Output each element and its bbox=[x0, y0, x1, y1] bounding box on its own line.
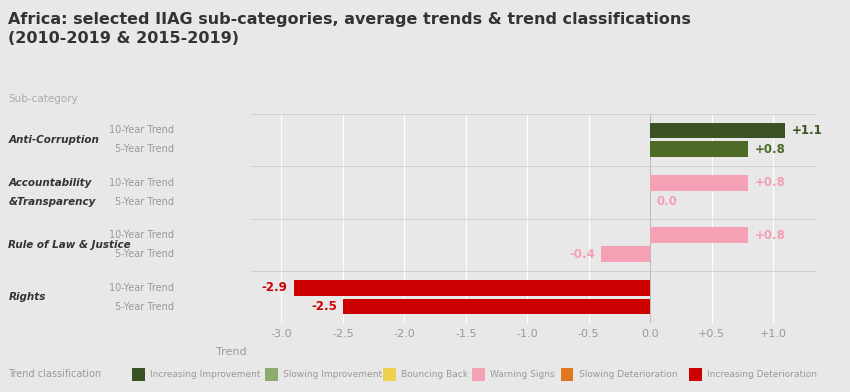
Text: -0.4: -0.4 bbox=[569, 248, 595, 261]
Text: 5-Year Trend: 5-Year Trend bbox=[116, 249, 174, 259]
Text: +1.1: +1.1 bbox=[791, 124, 822, 137]
Text: -2.9: -2.9 bbox=[262, 281, 287, 294]
Text: Slowing Improvement: Slowing Improvement bbox=[283, 370, 382, 379]
Text: 5-Year Trend: 5-Year Trend bbox=[116, 301, 174, 312]
Text: Trend: Trend bbox=[216, 347, 246, 357]
Text: Anti-Corruption: Anti-Corruption bbox=[8, 135, 99, 145]
Text: Rights: Rights bbox=[8, 292, 46, 302]
Text: Rule of Law & Justice: Rule of Law & Justice bbox=[8, 240, 131, 250]
Text: Bouncing Back: Bouncing Back bbox=[401, 370, 468, 379]
Text: 10-Year Trend: 10-Year Trend bbox=[110, 230, 174, 240]
Text: Warning Signs: Warning Signs bbox=[490, 370, 554, 379]
Bar bbox=[650, 227, 748, 243]
Text: Africa: selected IIAG sub-categories, average trends & trend classifications
(20: Africa: selected IIAG sub-categories, av… bbox=[8, 12, 691, 46]
Text: &Transparency: &Transparency bbox=[8, 197, 96, 207]
Text: Sub-category: Sub-category bbox=[8, 94, 78, 104]
Bar bbox=[343, 299, 650, 314]
Text: 10-Year Trend: 10-Year Trend bbox=[110, 283, 174, 293]
Text: 5-Year Trend: 5-Year Trend bbox=[116, 144, 174, 154]
Text: Increasing Improvement: Increasing Improvement bbox=[150, 370, 260, 379]
Text: Increasing Deterioration: Increasing Deterioration bbox=[706, 370, 817, 379]
Text: 5-Year Trend: 5-Year Trend bbox=[116, 197, 174, 207]
Text: Accountability: Accountability bbox=[8, 178, 92, 188]
Bar bbox=[650, 142, 748, 157]
Text: Trend classification: Trend classification bbox=[8, 369, 102, 379]
Text: +0.8: +0.8 bbox=[755, 176, 785, 189]
Text: 0.0: 0.0 bbox=[656, 195, 677, 208]
Bar bbox=[650, 175, 748, 191]
Bar bbox=[601, 246, 650, 262]
Text: 10-Year Trend: 10-Year Trend bbox=[110, 125, 174, 136]
Text: +0.8: +0.8 bbox=[755, 143, 785, 156]
Text: Slowing Deterioration: Slowing Deterioration bbox=[579, 370, 677, 379]
Bar bbox=[650, 123, 785, 138]
Text: +0.8: +0.8 bbox=[755, 229, 785, 242]
Text: 10-Year Trend: 10-Year Trend bbox=[110, 178, 174, 188]
Bar bbox=[294, 280, 650, 296]
Text: -2.5: -2.5 bbox=[311, 300, 337, 313]
